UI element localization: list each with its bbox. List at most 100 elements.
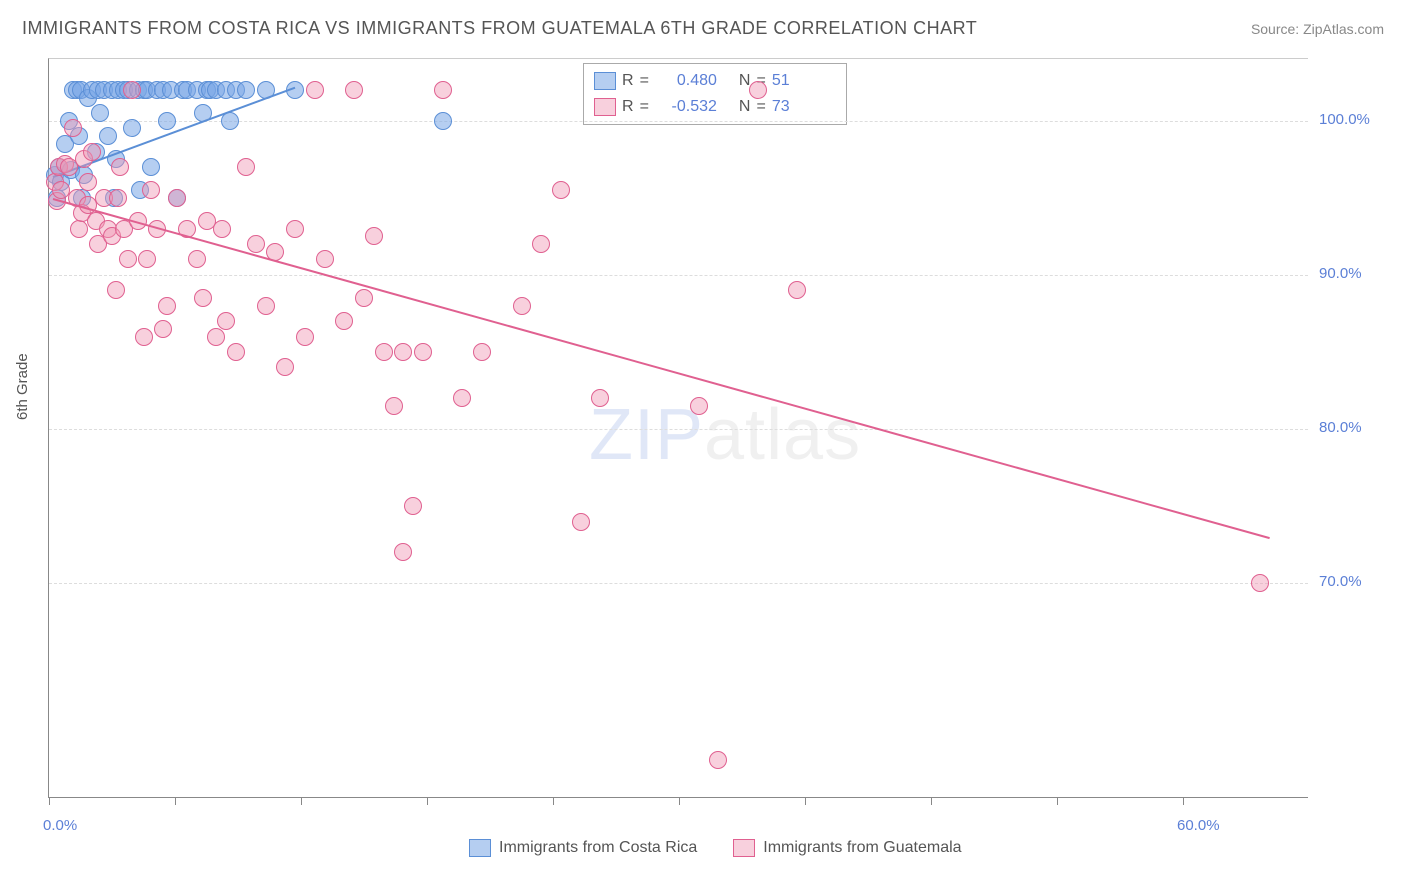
x-tick bbox=[1057, 797, 1058, 805]
data-point-guatemala bbox=[227, 343, 245, 361]
data-point-guatemala bbox=[188, 250, 206, 268]
gridline bbox=[49, 429, 1308, 430]
y-tick-label: 70.0% bbox=[1319, 573, 1362, 590]
watermark: ZIPatlas bbox=[589, 394, 861, 476]
legend-label: Immigrants from Costa Rica bbox=[499, 839, 697, 857]
eq-icon: = bbox=[640, 72, 649, 90]
data-point-guatemala bbox=[572, 513, 590, 531]
data-point-costa_rica bbox=[123, 119, 141, 137]
gridline bbox=[49, 583, 1308, 584]
data-point-guatemala bbox=[83, 143, 101, 161]
x-tick bbox=[553, 797, 554, 805]
data-point-guatemala bbox=[119, 250, 137, 268]
data-point-guatemala bbox=[788, 281, 806, 299]
data-point-guatemala bbox=[690, 397, 708, 415]
data-point-guatemala bbox=[394, 343, 412, 361]
data-point-guatemala bbox=[247, 235, 265, 253]
x-tick bbox=[805, 797, 806, 805]
swatch-costa-rica bbox=[469, 839, 491, 857]
legend-item-guatemala: Immigrants from Guatemala bbox=[733, 839, 961, 857]
regression-line-guatemala bbox=[53, 198, 1270, 539]
data-point-guatemala bbox=[286, 220, 304, 238]
x-tick bbox=[427, 797, 428, 805]
data-point-guatemala bbox=[158, 297, 176, 315]
data-point-guatemala bbox=[404, 497, 422, 515]
y-tick-label: 80.0% bbox=[1319, 419, 1362, 436]
data-point-guatemala bbox=[217, 312, 235, 330]
y-tick-label: 90.0% bbox=[1319, 265, 1362, 282]
data-point-guatemala bbox=[306, 81, 324, 99]
data-point-guatemala bbox=[276, 358, 294, 376]
data-point-guatemala bbox=[473, 343, 491, 361]
gridline bbox=[49, 275, 1308, 276]
legend-row-guatemala: R = -0.532 N = 73 bbox=[594, 94, 836, 120]
data-point-guatemala bbox=[335, 312, 353, 330]
data-point-guatemala bbox=[552, 181, 570, 199]
data-point-guatemala bbox=[453, 389, 471, 407]
data-point-guatemala bbox=[365, 227, 383, 245]
data-point-guatemala bbox=[135, 328, 153, 346]
n-label: N bbox=[739, 98, 751, 116]
data-point-costa_rica bbox=[158, 112, 176, 130]
data-point-guatemala bbox=[414, 343, 432, 361]
r-label: R bbox=[622, 98, 634, 116]
legend-label: Immigrants from Guatemala bbox=[763, 839, 961, 857]
y-tick-label: 100.0% bbox=[1319, 111, 1370, 128]
x-tick-label: 0.0% bbox=[43, 817, 77, 834]
swatch-costa-rica bbox=[594, 72, 616, 90]
eq-icon: = bbox=[640, 98, 649, 116]
data-point-guatemala bbox=[142, 181, 160, 199]
x-tick bbox=[301, 797, 302, 805]
n-value-guatemala: 73 bbox=[772, 98, 790, 116]
data-point-guatemala bbox=[168, 189, 186, 207]
data-point-guatemala bbox=[345, 81, 363, 99]
data-point-costa_rica bbox=[434, 112, 452, 130]
data-point-guatemala bbox=[237, 158, 255, 176]
plot-area: ZIPatlas R = 0.480 N = 51 R = -0.532 N = bbox=[48, 58, 1308, 798]
data-point-guatemala bbox=[213, 220, 231, 238]
data-point-guatemala bbox=[123, 81, 141, 99]
n-value-costa-rica: 51 bbox=[772, 72, 790, 90]
x-tick bbox=[49, 797, 50, 805]
data-point-guatemala bbox=[513, 297, 531, 315]
x-tick bbox=[175, 797, 176, 805]
x-tick bbox=[1183, 797, 1184, 805]
swatch-guatemala bbox=[594, 98, 616, 116]
y-axis-title: 6th Grade bbox=[14, 353, 31, 420]
r-label: R bbox=[622, 72, 634, 90]
data-point-costa_rica bbox=[237, 81, 255, 99]
data-point-guatemala bbox=[138, 250, 156, 268]
data-point-guatemala bbox=[1251, 574, 1269, 592]
data-point-guatemala bbox=[109, 189, 127, 207]
data-point-costa_rica bbox=[142, 158, 160, 176]
chart-container: IMMIGRANTS FROM COSTA RICA VS IMMIGRANTS… bbox=[0, 0, 1406, 892]
data-point-guatemala bbox=[749, 81, 767, 99]
x-tick bbox=[931, 797, 932, 805]
watermark-light: atlas bbox=[704, 395, 861, 475]
data-point-guatemala bbox=[64, 119, 82, 137]
data-point-guatemala bbox=[532, 235, 550, 253]
correlation-legend: R = 0.480 N = 51 R = -0.532 N = 73 bbox=[583, 63, 847, 125]
data-point-guatemala bbox=[107, 281, 125, 299]
data-point-guatemala bbox=[79, 173, 97, 191]
data-point-costa_rica bbox=[99, 127, 117, 145]
data-point-guatemala bbox=[70, 220, 88, 238]
data-point-guatemala bbox=[709, 751, 727, 769]
data-point-guatemala bbox=[355, 289, 373, 307]
data-point-guatemala bbox=[434, 81, 452, 99]
data-point-guatemala bbox=[194, 289, 212, 307]
swatch-guatemala bbox=[733, 839, 755, 857]
data-point-guatemala bbox=[591, 389, 609, 407]
chart-title: IMMIGRANTS FROM COSTA RICA VS IMMIGRANTS… bbox=[22, 18, 977, 39]
data-point-guatemala bbox=[385, 397, 403, 415]
data-point-guatemala bbox=[207, 328, 225, 346]
data-point-guatemala bbox=[257, 297, 275, 315]
data-point-guatemala bbox=[394, 543, 412, 561]
legend-row-costa-rica: R = 0.480 N = 51 bbox=[594, 68, 836, 94]
data-point-guatemala bbox=[316, 250, 334, 268]
source-label: Source: ZipAtlas.com bbox=[1251, 21, 1384, 37]
data-point-guatemala bbox=[375, 343, 393, 361]
legend-item-costa-rica: Immigrants from Costa Rica bbox=[469, 839, 697, 857]
series-legend: Immigrants from Costa Rica Immigrants fr… bbox=[469, 839, 962, 857]
header: IMMIGRANTS FROM COSTA RICA VS IMMIGRANTS… bbox=[22, 18, 1384, 39]
